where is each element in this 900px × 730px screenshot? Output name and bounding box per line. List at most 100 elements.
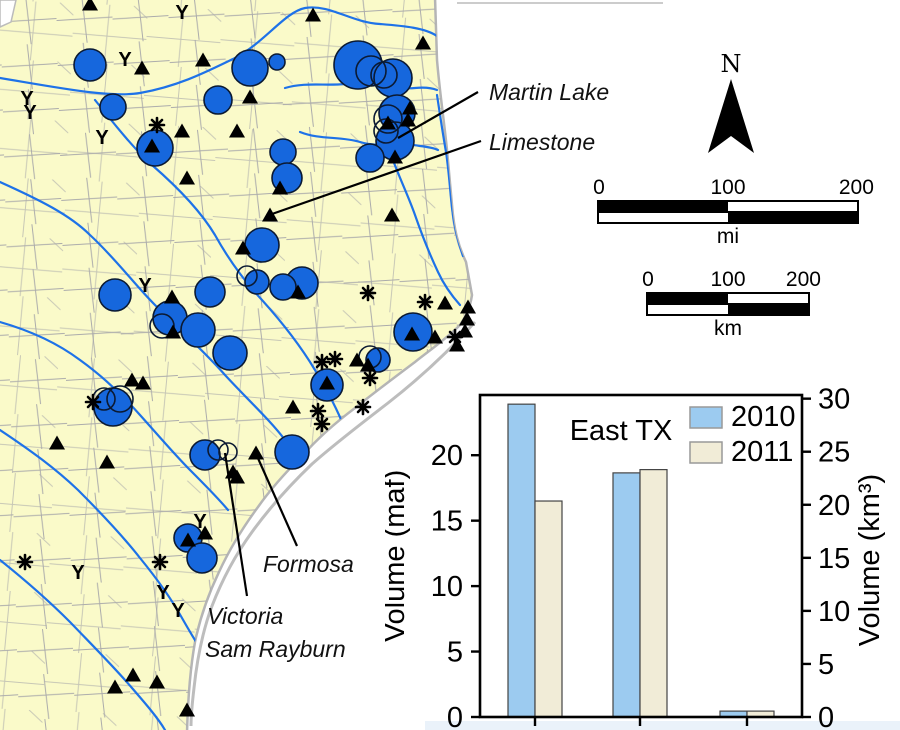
reservoir-circle [186, 542, 218, 574]
scale-bar-miles: 0 100 200 mi [593, 176, 874, 249]
bar-2011 [534, 500, 563, 718]
y-marker: Y [171, 600, 185, 622]
asterisk-marker [446, 328, 464, 346]
left-tick-label: 15 [431, 506, 463, 538]
legend-swatch-2011 [689, 441, 723, 464]
triangle-marker [164, 289, 180, 304]
reservoir-circle [244, 269, 270, 295]
scale-bar-km: 0 100 200 km [642, 268, 821, 341]
scale-tick-label: 100 [710, 268, 746, 291]
asterisk-marker [313, 353, 331, 371]
reservoir-circle [194, 276, 226, 308]
triangle-marker [387, 149, 403, 164]
label-limestone: Limestone [489, 129, 595, 155]
reservoir-circle [73, 48, 107, 82]
scale-tick-label: 200 [838, 176, 874, 199]
callout-leader-lines [223, 91, 482, 597]
legend-label-2010: 2010 [731, 401, 796, 433]
y-marker: Y [71, 562, 85, 584]
triangle-marker [229, 123, 245, 138]
triangle-marker [262, 207, 278, 222]
triangle-marker [49, 435, 65, 450]
triangle-marker [380, 115, 396, 130]
triangle-marker [384, 207, 400, 222]
reservoir-outline-circle [236, 265, 258, 287]
triangle-marker [402, 100, 418, 115]
label-sam-rayburn: Sam Rayburn [205, 636, 346, 662]
triangle-marker [195, 52, 211, 67]
reservoir-outline-circle [370, 61, 398, 89]
triangle-marker [180, 532, 196, 547]
scale-tick-label: 200 [785, 268, 821, 291]
reservoir-circle [268, 53, 286, 71]
triangle-marker [134, 60, 150, 75]
left-axis-title: Volume (maf) [385, 470, 411, 642]
y-marker: Y [193, 511, 207, 533]
asterisk-marker [361, 369, 379, 387]
triangle-marker [400, 112, 416, 127]
y-marker: Y [175, 2, 189, 24]
triangle-marker [235, 240, 251, 255]
triangle-marker [242, 89, 258, 104]
asterisk-marker [416, 293, 434, 311]
asterisk-marker [148, 116, 166, 134]
triangle-marker [248, 445, 264, 460]
legend-swatch-2010 [689, 406, 723, 429]
top-crop-line [457, 2, 663, 4]
reservoir-circle [98, 278, 132, 312]
triangle-marker [272, 180, 288, 195]
reservoir-circle [231, 49, 269, 87]
triangle-marker [107, 679, 123, 694]
north-label: N [720, 50, 742, 78]
triangle-marker [179, 702, 195, 717]
reservoir-circle [189, 439, 221, 471]
reservoir-circle [99, 93, 127, 121]
left-tick-label: 20 [431, 440, 463, 472]
legend-label-2011: 2011 [731, 436, 793, 468]
triangle-marker [174, 123, 190, 138]
left-tick-label: 5 [447, 637, 463, 669]
y-marker: Y [23, 102, 37, 124]
triangle-marker [124, 372, 140, 387]
triangle-marker [144, 138, 160, 153]
right-tick-label: 0 [818, 702, 834, 730]
label-formosa: Formosa [263, 551, 354, 577]
triangle-marker [449, 337, 465, 352]
scale-ticks-km: 0 100 200 [642, 268, 821, 292]
scale-tick-label: 0 [593, 176, 605, 199]
triangle-marker [197, 525, 213, 540]
y-marker: Y [138, 275, 152, 297]
reservoir-circle [180, 312, 216, 348]
scale-tick-label: 0 [642, 268, 654, 291]
triangle-marker [457, 323, 473, 338]
triangle-marker [349, 352, 365, 367]
triangle-marker [290, 284, 306, 299]
bar-2011 [639, 469, 668, 718]
triangle-marker [415, 35, 431, 50]
triangle-marker [437, 295, 453, 310]
north-arrow-icon [708, 79, 754, 153]
bottom-sea-strip [425, 721, 900, 730]
triangle-marker [285, 399, 301, 414]
asterisk-marker [326, 350, 344, 368]
asterisk-marker [354, 398, 372, 416]
right-tick-label: 30 [818, 384, 850, 416]
reservoir-circle [212, 335, 248, 371]
north-arrow: N [705, 52, 757, 160]
reservoir-circle [244, 227, 280, 263]
asterisk-marker [16, 553, 34, 571]
scale-unit-km: km [714, 317, 742, 340]
reservoir-outline-circle [373, 104, 403, 134]
right-tick-label: 5 [818, 649, 834, 681]
right-tick-label: 25 [818, 437, 850, 469]
scale-ticks-mi: 0 100 200 [593, 176, 874, 200]
reservoir-circle [203, 85, 233, 115]
left-tick-label: 0 [447, 702, 463, 730]
triangle-marker [404, 326, 420, 341]
triangle-marker [149, 674, 165, 689]
asterisk-marker [313, 415, 331, 433]
asterisk-marker [84, 393, 102, 411]
triangle-marker [179, 170, 195, 185]
